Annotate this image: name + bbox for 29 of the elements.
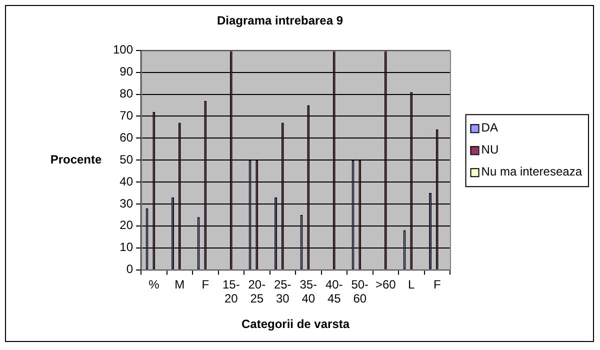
y-tick-label: 70 [120, 108, 134, 123]
y-tick-label: 50 [120, 152, 134, 166]
y-tick-label: 90 [120, 64, 134, 79]
y-tick-label: 20 [120, 218, 134, 232]
x-tick-label: F [202, 277, 210, 292]
y-tick-label: 100 [112, 42, 134, 57]
y-axis-title: Procente [50, 152, 102, 166]
x-tick-label: L [408, 277, 416, 292]
y-tick-label: 60 [120, 130, 134, 144]
x-tick-label: F [433, 277, 441, 292]
x-tick-label: 20-25 [248, 277, 266, 306]
x-tick-label: >60 [375, 277, 396, 292]
x-tick-label: 25-30 [274, 277, 292, 306]
y-tick-label: 0 [126, 262, 134, 276]
y-tick-label: 80 [120, 86, 134, 101]
x-tick-label: M [174, 277, 185, 292]
y-tick-label: 30 [120, 196, 134, 210]
x-tick-label: 35-40 [300, 277, 318, 306]
x-tick-label: 15-20 [222, 277, 240, 306]
legend-label: DA [481, 120, 498, 134]
legend-label: Nu ma intereseaza [481, 164, 582, 178]
x-axis-title: Categorii de varsta [241, 317, 350, 332]
legend-label: NU [481, 142, 499, 156]
y-tick-label: 10 [120, 240, 134, 254]
x-tick-label: 40-45 [325, 277, 343, 306]
y-tick-label: 40 [120, 174, 134, 188]
x-tick-label: % [148, 277, 160, 292]
chart-title: Diagrama intrebarea 9 [216, 14, 344, 28]
x-tick-label: 50-60 [351, 277, 369, 306]
